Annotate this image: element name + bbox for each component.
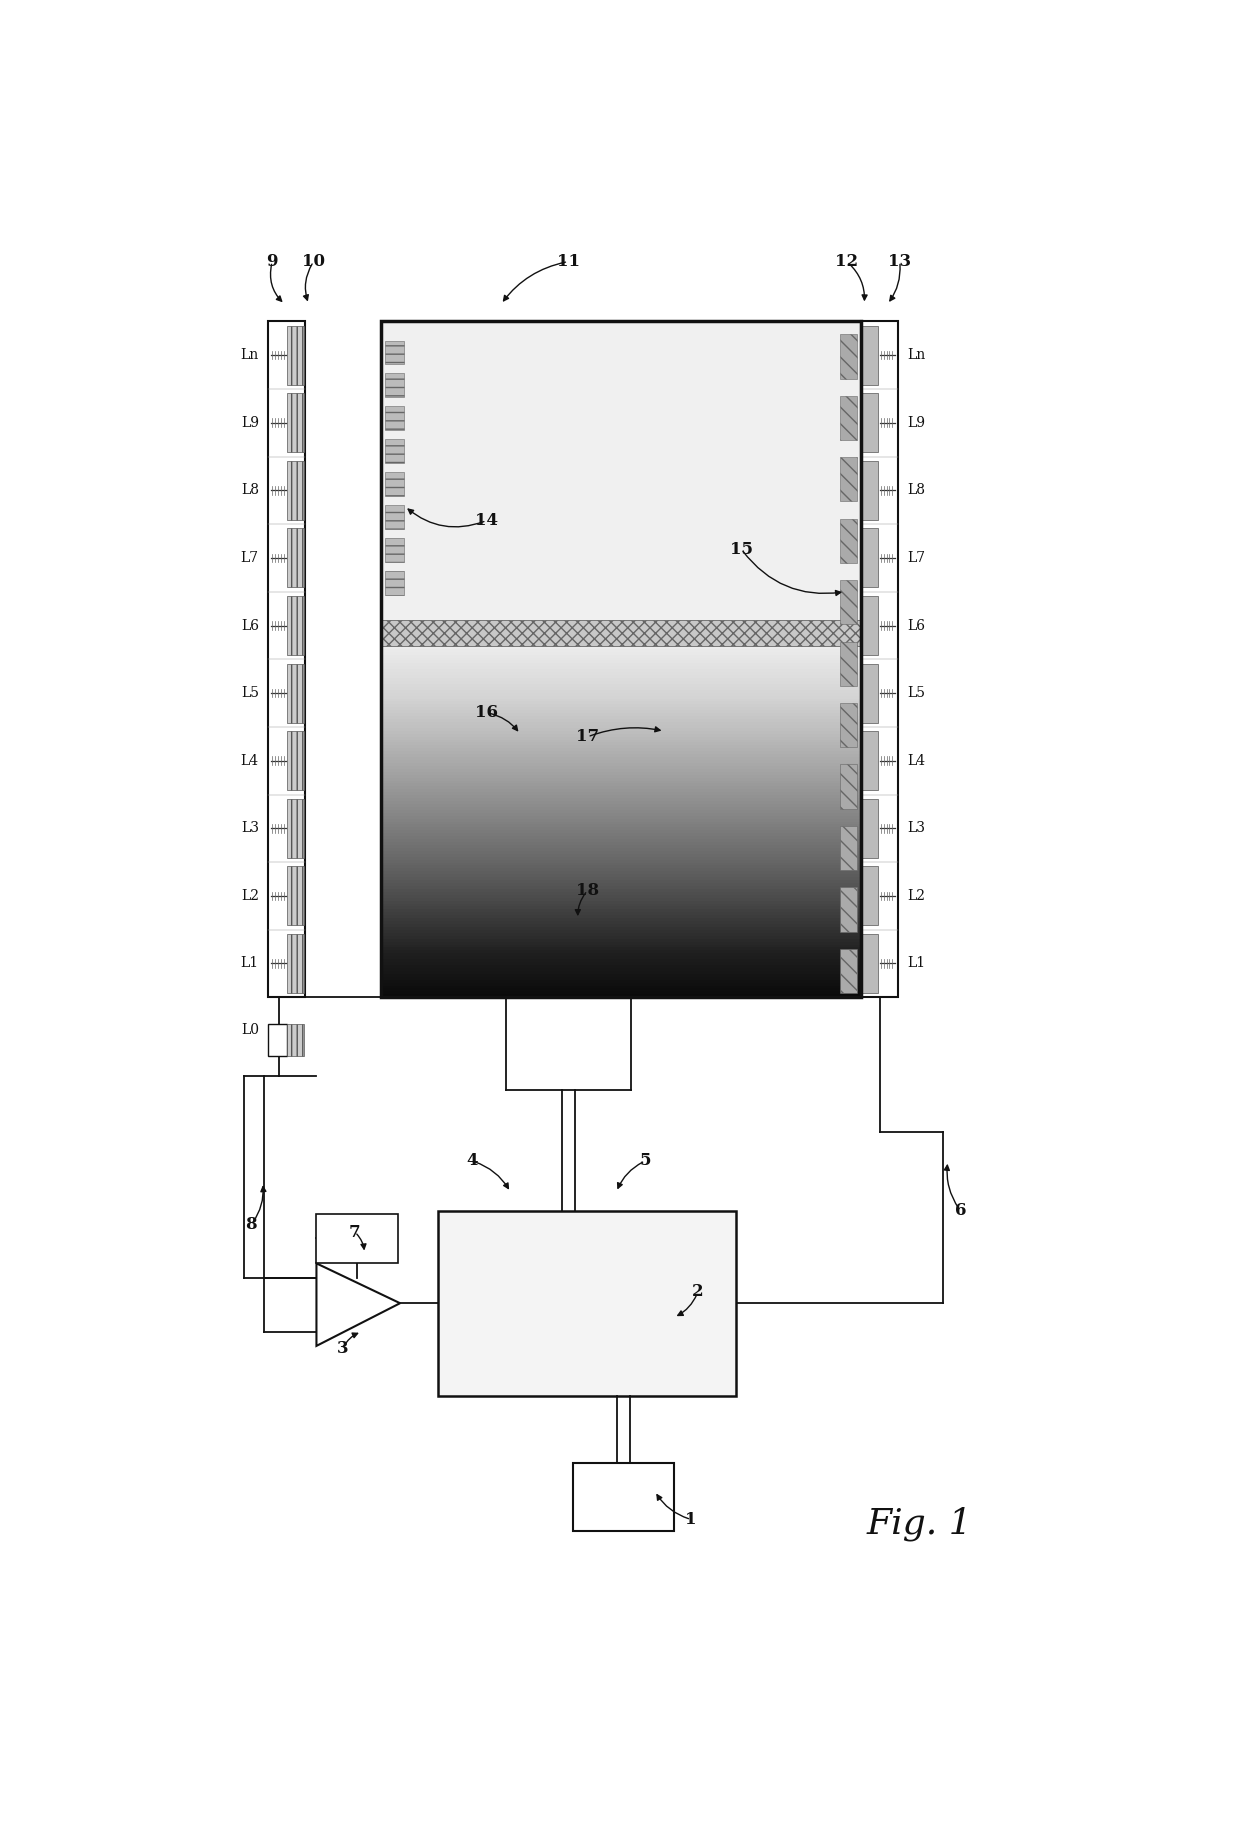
Bar: [862, 798, 878, 857]
Text: L1: L1: [908, 957, 925, 970]
Text: Fig. 1: Fig. 1: [866, 1506, 972, 1541]
Bar: [381, 621, 862, 645]
Bar: [288, 597, 304, 654]
Bar: [288, 460, 304, 519]
Bar: [841, 334, 858, 379]
Text: 10: 10: [303, 253, 325, 270]
Bar: [288, 867, 304, 926]
Bar: [288, 933, 304, 992]
Bar: [841, 641, 858, 686]
Text: L2: L2: [241, 889, 259, 904]
Text: 9: 9: [267, 253, 278, 270]
Bar: [384, 471, 404, 495]
Bar: [841, 826, 858, 870]
Bar: [384, 571, 404, 595]
Text: L7: L7: [908, 551, 925, 565]
Polygon shape: [316, 1264, 401, 1345]
Text: Ln: Ln: [241, 347, 259, 362]
Text: L1: L1: [241, 957, 259, 970]
Bar: [841, 887, 858, 931]
Text: 8: 8: [246, 1216, 257, 1233]
Bar: [862, 322, 898, 998]
Bar: [862, 325, 878, 384]
Text: 15: 15: [729, 541, 753, 558]
Bar: [384, 373, 404, 397]
Text: L6: L6: [908, 619, 925, 632]
Text: 11: 11: [557, 253, 580, 270]
Bar: [384, 340, 404, 364]
Text: L6: L6: [241, 619, 259, 632]
Text: L4: L4: [908, 754, 925, 767]
Bar: [862, 663, 878, 723]
Bar: [381, 322, 862, 998]
Bar: [384, 407, 404, 431]
Bar: [384, 505, 404, 529]
Bar: [862, 867, 878, 926]
Bar: [316, 1214, 398, 1264]
Text: L8: L8: [241, 484, 259, 497]
Bar: [862, 529, 878, 588]
Bar: [381, 322, 862, 998]
Bar: [841, 580, 858, 625]
Text: 5: 5: [640, 1153, 651, 1170]
Text: 6: 6: [955, 1203, 966, 1220]
Text: 7: 7: [350, 1223, 361, 1240]
Bar: [381, 322, 862, 621]
Bar: [439, 1210, 737, 1395]
Bar: [268, 322, 305, 998]
Bar: [288, 529, 304, 588]
Bar: [841, 519, 858, 564]
Bar: [862, 597, 878, 654]
Bar: [288, 798, 304, 857]
Text: 4: 4: [466, 1153, 477, 1170]
Text: 16: 16: [475, 704, 498, 721]
Bar: [862, 732, 878, 791]
Text: 17: 17: [575, 728, 599, 745]
Bar: [288, 732, 304, 791]
Bar: [841, 765, 858, 809]
Bar: [841, 948, 858, 992]
Text: L7: L7: [241, 551, 259, 565]
Text: L3: L3: [241, 821, 259, 835]
Text: L4: L4: [241, 754, 259, 767]
Bar: [268, 1024, 286, 1055]
Text: 18: 18: [575, 881, 599, 898]
Text: L8: L8: [908, 484, 925, 497]
Text: 1: 1: [686, 1512, 697, 1528]
Text: L2: L2: [908, 889, 925, 904]
Bar: [288, 325, 304, 384]
Text: L9: L9: [241, 416, 259, 431]
Text: 3: 3: [336, 1340, 348, 1356]
Bar: [573, 1462, 675, 1530]
Text: L5: L5: [908, 686, 925, 700]
Bar: [384, 538, 404, 562]
Text: L3: L3: [908, 821, 925, 835]
Bar: [862, 460, 878, 519]
Bar: [841, 702, 858, 747]
Text: 12: 12: [836, 253, 858, 270]
Bar: [384, 440, 404, 462]
Bar: [288, 394, 304, 453]
Bar: [841, 456, 858, 501]
Text: 14: 14: [475, 512, 498, 529]
Bar: [286, 1024, 304, 1055]
Bar: [841, 395, 858, 440]
Text: Ln: Ln: [908, 347, 926, 362]
Text: L9: L9: [908, 416, 925, 431]
Bar: [862, 394, 878, 453]
Bar: [288, 663, 304, 723]
Text: 2: 2: [692, 1283, 704, 1301]
Bar: [862, 933, 878, 992]
Text: L0: L0: [241, 1024, 259, 1037]
Text: L5: L5: [241, 686, 259, 700]
Text: 13: 13: [888, 253, 911, 270]
